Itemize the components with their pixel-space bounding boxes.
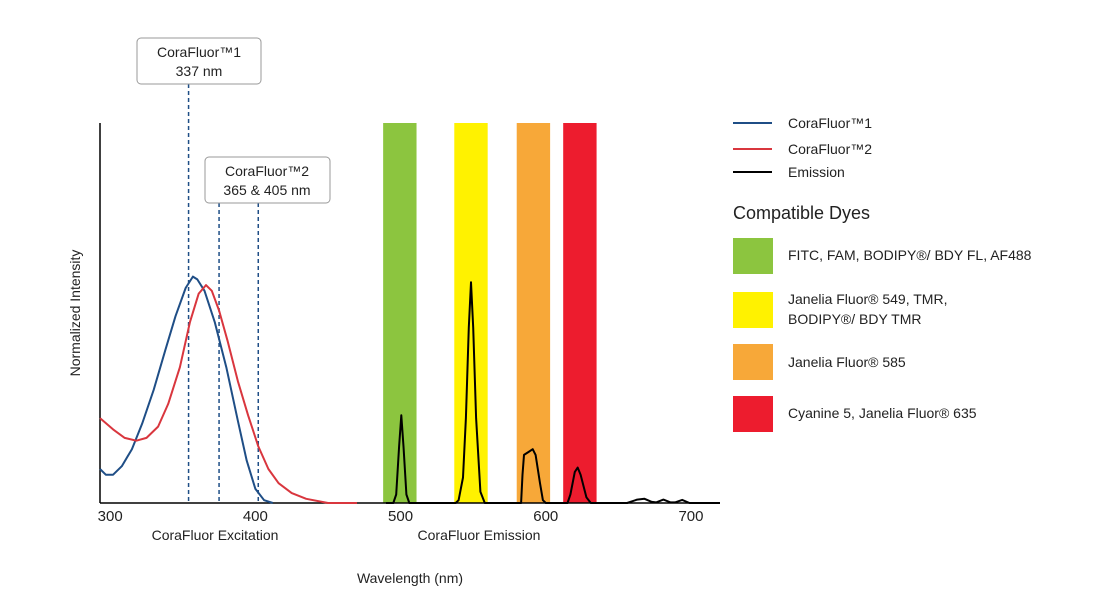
callout-corafluor1-box [136,37,262,85]
dye-swatch-red [733,396,773,432]
dye-swatch-green [733,238,773,274]
legend-label-corafluor1: CoraFluor™1 [788,115,872,131]
compatible-dyes-heading: Compatible Dyes [733,203,870,223]
legend: CoraFluor™1 CoraFluor™2 Emission [733,115,872,180]
x-tick-label-4: 700 [678,508,703,525]
callout-corafluor2-value: 365 & 405 nm [223,182,310,198]
callout-corafluor2-title: CoraFluor™2 [225,163,309,179]
dye-label-red: Cyanine 5, Janelia Fluor® 635 [788,405,977,421]
x-tick-label-2: 500 [388,508,413,525]
callout-corafluor1-title: CoraFluor™1 [157,44,241,60]
callout-corafluor2: CoraFluor™2 365 & 405 nm [204,156,331,204]
legend-label-corafluor2: CoraFluor™2 [788,141,872,157]
dye-band-1 [454,123,488,503]
x-axis-title: Wavelength (nm) [357,570,463,586]
emission-section-label: CoraFluor Emission [418,527,541,543]
dye-label-yellow-line2: BODIPY®/ BDY TMR [788,311,922,327]
dye-band-2 [516,123,551,503]
dye-item-green: FITC, FAM, BODIPY®/ BDY FL, AF488 [733,238,1032,274]
x-tick-label-1: 400 [243,508,268,525]
legend-item-corafluor1: CoraFluor™1 [733,115,872,131]
dye-swatch-yellow [733,292,773,328]
dye-item-yellow: Janelia Fluor® 549, TMR, BODIPY®/ BDY TM… [733,291,947,328]
dye-item-orange: Janelia Fluor® 585 [733,344,906,380]
legend-item-emission: Emission [733,164,845,180]
callout-corafluor1: CoraFluor™1 337 nm [136,37,262,85]
series-line-1 [99,284,357,504]
series-line-2 [386,281,720,504]
legend-label-emission: Emission [788,164,845,180]
dye-label-green: FITC, FAM, BODIPY®/ BDY FL, AF488 [788,247,1032,263]
dye-label-orange: Janelia Fluor® 585 [788,354,906,370]
legend-item-corafluor2: CoraFluor™2 [733,141,872,157]
series-line-0 [99,275,274,504]
compatible-dyes: Compatible Dyes FITC, FAM, BODIPY®/ BDY … [733,203,1032,432]
dye-label-yellow-line1: Janelia Fluor® 549, TMR, [788,291,947,307]
dye-band-3 [563,123,597,503]
x-tick-label-0: 300 [98,508,123,525]
excitation-section-label: CoraFluor Excitation [152,527,279,543]
callout-corafluor2-box [204,156,331,204]
y-axis-title: Normalized Intensity [67,250,83,377]
x-tick-label-3: 600 [533,508,558,525]
dye-swatch-orange [733,344,773,380]
dye-item-red: Cyanine 5, Janelia Fluor® 635 [733,396,977,432]
callout-corafluor1-value: 337 nm [176,63,223,79]
